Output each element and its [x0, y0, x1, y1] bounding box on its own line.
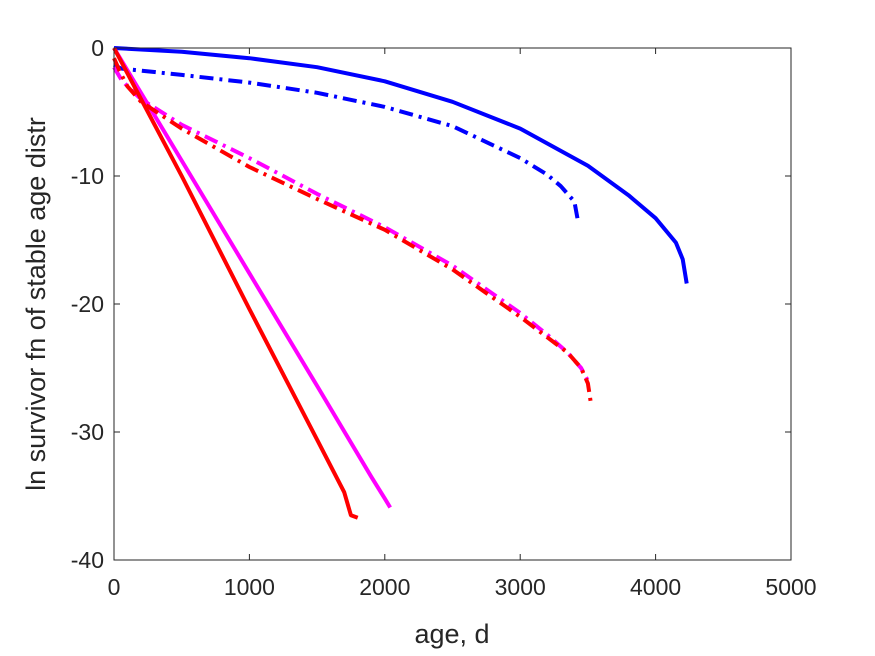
x-tick-label: 0	[108, 574, 121, 600]
y-tick-label: -10	[71, 163, 104, 189]
x-tick-label: 5000	[765, 574, 816, 600]
y-tick-label: -40	[71, 547, 104, 573]
series-line-4	[112, 47, 359, 520]
series-layer	[112, 46, 689, 520]
series-line-0	[113, 46, 689, 284]
x-tick-label: 4000	[630, 574, 681, 600]
series-line-5	[112, 57, 593, 402]
y-tick-label: -30	[71, 419, 104, 445]
x-tick-label: 1000	[224, 574, 275, 600]
y-tick-label: -20	[71, 291, 104, 317]
tick-layer: 0 1000 2000 3000 4000 5000 0 -10 -20 -30 -40	[71, 35, 817, 600]
x-tick-label: 2000	[359, 574, 410, 600]
series-line-1	[113, 62, 581, 224]
y-axis-label: ln survivor fn of stable age distr	[21, 117, 51, 491]
x-axis-label: age, d	[414, 619, 489, 649]
y-tick-label: 0	[91, 35, 104, 61]
series-line-2	[112, 46, 392, 509]
x-tick-label: 3000	[495, 574, 546, 600]
plot-area	[114, 48, 791, 560]
